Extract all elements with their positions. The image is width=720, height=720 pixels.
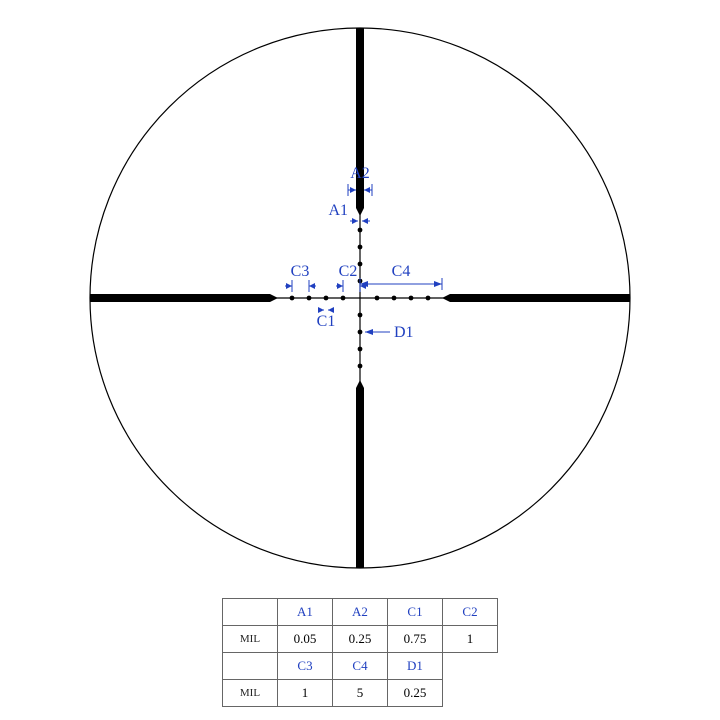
dot-top-4 bbox=[358, 228, 363, 233]
col-header: A2 bbox=[333, 599, 388, 626]
cell: 1 bbox=[443, 626, 498, 653]
dot-left-1 bbox=[341, 296, 346, 301]
callout-c2: C2 bbox=[336, 263, 367, 292]
label-c3: C3 bbox=[291, 263, 310, 280]
cell: 0.75 bbox=[388, 626, 443, 653]
row-label-blank bbox=[223, 599, 278, 626]
reticle-svg: A2 A1 C3 bbox=[80, 18, 640, 578]
table-row: MIL 0.05 0.25 0.75 1 bbox=[223, 626, 498, 653]
dot-left-3 bbox=[307, 296, 312, 301]
row-label: MIL bbox=[223, 680, 278, 707]
col-header: C2 bbox=[443, 599, 498, 626]
dot-right-3 bbox=[409, 296, 414, 301]
label-c4: C4 bbox=[392, 263, 411, 280]
col-header: D1 bbox=[388, 653, 443, 680]
callout-d1: D1 bbox=[365, 324, 414, 341]
dot-left-4 bbox=[290, 296, 295, 301]
dot-top-2 bbox=[358, 262, 363, 267]
label-a2: A2 bbox=[350, 165, 370, 182]
dot-right-1 bbox=[375, 296, 380, 301]
col-header: A1 bbox=[278, 599, 333, 626]
dot-bottom-3 bbox=[358, 347, 363, 352]
cell-empty bbox=[443, 680, 498, 707]
label-d1: D1 bbox=[394, 324, 414, 341]
post-bottom bbox=[356, 380, 364, 568]
dot-bottom-4 bbox=[358, 364, 363, 369]
row-label: MIL bbox=[223, 626, 278, 653]
cell: 0.25 bbox=[333, 626, 388, 653]
cell: 1 bbox=[278, 680, 333, 707]
col-header: C1 bbox=[388, 599, 443, 626]
cell-empty bbox=[443, 653, 498, 680]
figure-root: A2 A1 C3 bbox=[0, 0, 720, 720]
callout-c1: C1 bbox=[317, 307, 336, 330]
mil-table: A1 A2 C1 C2 MIL 0.05 0.25 0.75 1 C3 C4 D… bbox=[222, 598, 498, 707]
dot-right-4 bbox=[426, 296, 431, 301]
col-header: C3 bbox=[278, 653, 333, 680]
label-c2: C2 bbox=[339, 263, 358, 280]
table-row: C3 C4 D1 bbox=[223, 653, 498, 680]
dot-right-2 bbox=[392, 296, 397, 301]
col-header: C4 bbox=[333, 653, 388, 680]
label-a1: A1 bbox=[328, 202, 348, 219]
table-row: A1 A2 C1 C2 bbox=[223, 599, 498, 626]
dot-left-2 bbox=[324, 296, 329, 301]
post-right bbox=[442, 294, 630, 302]
table-row: MIL 1 5 0.25 bbox=[223, 680, 498, 707]
dot-bottom-1 bbox=[358, 313, 363, 318]
cell: 5 bbox=[333, 680, 388, 707]
post-left bbox=[90, 294, 278, 302]
reticle-diagram: A2 A1 C3 bbox=[80, 18, 640, 578]
row-label-blank bbox=[223, 653, 278, 680]
label-c1: C1 bbox=[317, 313, 336, 330]
cell: 0.25 bbox=[388, 680, 443, 707]
callout-c4: C4 bbox=[360, 263, 442, 290]
post-top bbox=[356, 28, 364, 216]
dot-top-3 bbox=[358, 245, 363, 250]
cell: 0.05 bbox=[278, 626, 333, 653]
spec-table: A1 A2 C1 C2 MIL 0.05 0.25 0.75 1 C3 C4 D… bbox=[222, 598, 498, 707]
callout-c3: C3 bbox=[285, 263, 316, 292]
dot-bottom-2 bbox=[358, 330, 363, 335]
